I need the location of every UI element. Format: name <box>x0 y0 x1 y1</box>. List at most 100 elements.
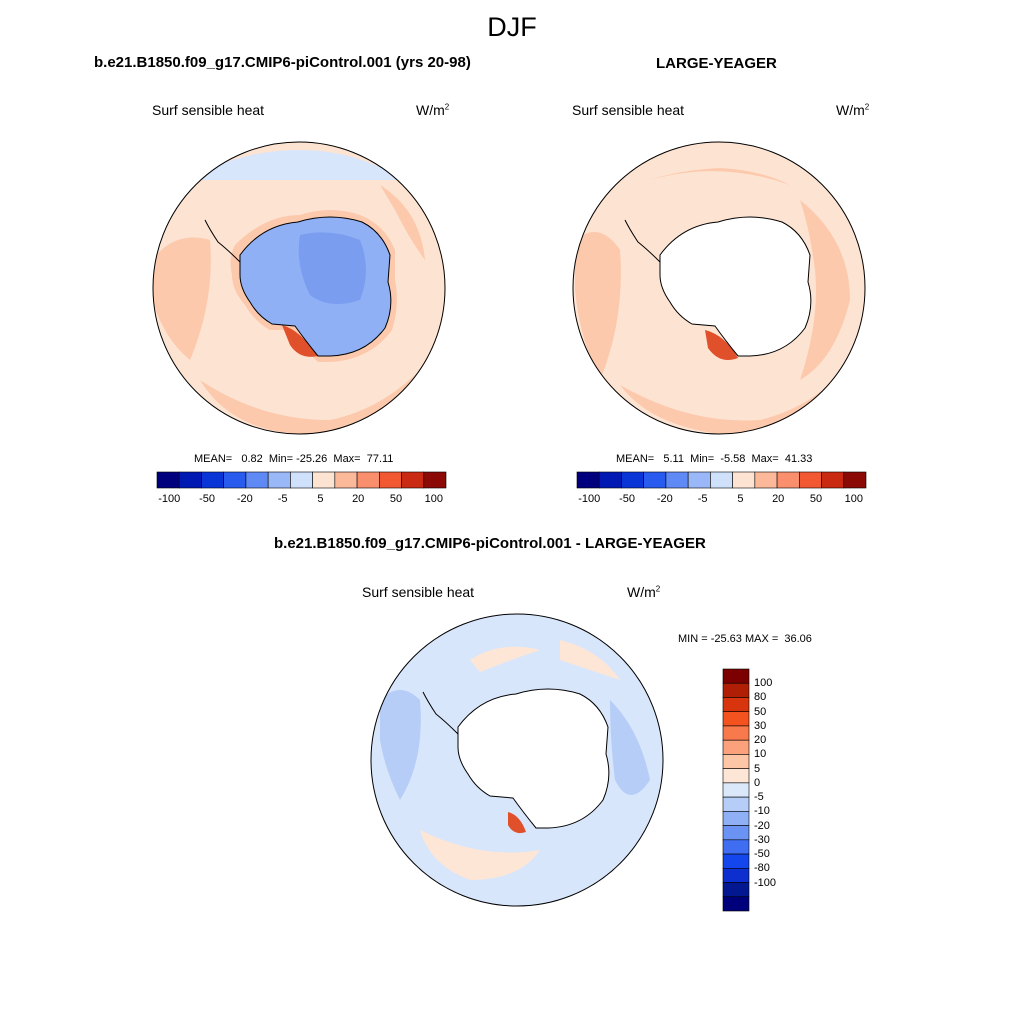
ocean-negative-region <box>380 690 421 800</box>
colorbar-tick-label: 100 <box>424 493 443 505</box>
panel-title-case: b.e21.B1850.f09_g17.CMIP6-piControl.001 … <box>94 54 471 71</box>
colorbar-box <box>722 725 750 741</box>
units-exp: 2 <box>864 102 870 112</box>
colorbar-tick-label: 5 <box>317 493 324 505</box>
colorbar-tick-label: -5 <box>697 493 708 505</box>
map-boundary <box>572 141 866 435</box>
colorbar-box <box>722 853 750 869</box>
ocean-positive-region <box>420 830 540 880</box>
colorbar-box <box>423 471 447 489</box>
ocean-positive-region <box>800 200 850 380</box>
colorbar-box <box>290 471 313 489</box>
colorbar-tick-label: 30 <box>754 719 767 732</box>
colorbar-box <box>722 825 750 841</box>
colorbar-tick-label: 50 <box>809 493 823 505</box>
ocean-negative-region <box>160 150 440 210</box>
colorbar-tick-label: 20 <box>754 734 767 747</box>
colorbar-box <box>687 471 711 489</box>
units-base: W/m <box>627 584 656 600</box>
colorbar-box <box>401 471 425 489</box>
colorbar-tick-label: -100 <box>578 493 601 505</box>
colorbar-box <box>722 782 750 798</box>
colorbar-box <box>722 682 750 698</box>
colorbar-box <box>665 471 689 489</box>
colorbar-tick-label: -80 <box>754 862 770 875</box>
colorbar-box <box>178 471 202 489</box>
colorbar-tick-label: 100 <box>844 493 863 505</box>
stats-diff: MIN = -25.63 MAX = 36.06 <box>678 633 812 645</box>
colorbar-box <box>201 471 224 489</box>
colorbar-box <box>621 471 644 489</box>
colorbar-box <box>722 811 750 826</box>
colorbar-box <box>245 471 269 489</box>
variable-label-diff: Surf sensible heat <box>362 584 475 600</box>
colorbar-tick-label: -100 <box>158 493 181 505</box>
colorbar-tick-label: 10 <box>754 748 767 761</box>
colorbar-tick-label: -5 <box>754 791 764 804</box>
colorbar-box <box>799 471 822 489</box>
colorbar-tick-label: -20 <box>236 493 253 505</box>
ocean-positive-region <box>470 646 540 672</box>
colorbar-tick-label: -5 <box>277 493 288 505</box>
colorbar-obs <box>576 471 867 489</box>
colorbar-box <box>156 471 180 489</box>
colorbar-tick-label: -100 <box>754 876 777 889</box>
colorbar-diff <box>722 668 750 912</box>
colorbar-tick-label: -50 <box>199 493 215 505</box>
antarctica-land-mask <box>457 688 610 829</box>
units-exp: 2 <box>444 102 450 112</box>
colorbar-box <box>379 471 402 489</box>
colorbar-box <box>334 471 358 489</box>
units-base: W/m <box>836 102 865 118</box>
colorbar-box <box>356 471 380 489</box>
variable-label-case: Surf sensible heat <box>152 102 265 118</box>
ross-sea-hotspot <box>282 325 318 357</box>
colorbar-box <box>710 471 733 489</box>
colorbar-tick-label: -20 <box>656 493 673 505</box>
ocean-positive-region <box>650 168 790 185</box>
colorbar-box <box>722 711 750 727</box>
colorbar-tick-label: 80 <box>754 691 767 704</box>
antarctic-interior <box>298 232 366 304</box>
colorbar-box <box>722 697 750 713</box>
figure-title: DJF <box>487 12 537 42</box>
colorbar-tick-label: 20 <box>772 493 785 505</box>
map-boundary <box>370 613 664 907</box>
ross-sea-hotspot <box>705 330 738 361</box>
units-exp: 2 <box>655 584 661 594</box>
colorbar-box <box>722 839 750 855</box>
colorbar-tick-label: 0 <box>754 776 761 789</box>
ocean-positive-region <box>153 237 211 360</box>
colorbar-box <box>722 882 750 898</box>
colorbar-box <box>843 471 867 489</box>
map-case <box>152 141 446 435</box>
colorbar-box <box>312 471 336 489</box>
colorbar-box <box>722 896 750 912</box>
colorbar-tick-label: -50 <box>754 848 770 861</box>
map-diff <box>370 613 664 907</box>
colorbar-box <box>722 768 750 784</box>
colorbar-tick-label: 50 <box>389 493 403 505</box>
units-label-diff: W/m2 <box>627 584 660 600</box>
antarctic-coastline <box>239 216 392 357</box>
map-boundary <box>152 141 446 435</box>
colorbar-box <box>722 739 750 755</box>
colorbar-tick-label: 100 <box>754 677 773 690</box>
peninsula-coastline <box>422 691 459 735</box>
ocean-positive-region <box>380 185 425 260</box>
colorbar-box <box>576 471 600 489</box>
colorbar-box <box>722 867 750 883</box>
colorbar-box <box>643 471 667 489</box>
colorbar-tick-label: -10 <box>754 805 770 818</box>
variable-label-obs: Surf sensible heat <box>572 102 685 118</box>
colorbar-box <box>722 754 750 769</box>
colorbar-box <box>722 668 750 684</box>
colorbar-box <box>754 471 778 489</box>
peninsula-coastline <box>624 219 661 263</box>
antarctica-land-mask <box>659 216 812 357</box>
colorbar-tick-label: 5 <box>737 493 744 505</box>
colorbar-box <box>732 471 756 489</box>
colorbar-box <box>776 471 800 489</box>
colorbar-box <box>267 471 291 489</box>
